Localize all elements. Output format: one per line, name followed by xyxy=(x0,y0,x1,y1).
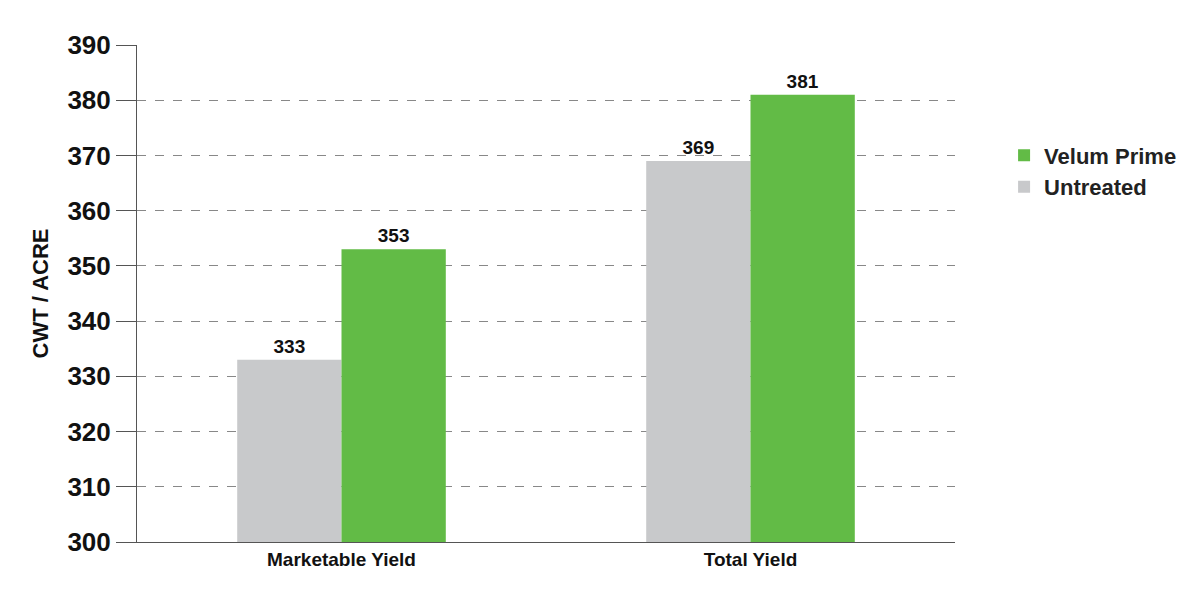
svg-text:310: 310 xyxy=(67,472,110,502)
svg-text:333: 333 xyxy=(274,336,306,357)
svg-text:Marketable Yield: Marketable Yield xyxy=(267,549,416,570)
svg-text:369: 369 xyxy=(683,137,715,158)
svg-text:330: 330 xyxy=(67,361,110,391)
svg-text:360: 360 xyxy=(67,196,110,226)
svg-text:350: 350 xyxy=(67,251,110,281)
svg-text:353: 353 xyxy=(378,225,410,246)
svg-text:370: 370 xyxy=(67,141,110,171)
svg-text:Untreated: Untreated xyxy=(1044,175,1147,200)
svg-text:380: 380 xyxy=(67,85,110,115)
svg-text:Velum Prime: Velum Prime xyxy=(1044,144,1176,169)
svg-text:320: 320 xyxy=(67,417,110,447)
svg-text:381: 381 xyxy=(787,71,819,92)
svg-text:Total Yield: Total Yield xyxy=(704,549,798,570)
svg-text:390: 390 xyxy=(67,30,110,60)
svg-text:300: 300 xyxy=(67,527,110,557)
svg-text:340: 340 xyxy=(67,306,110,336)
svg-text:CWT / ACRE: CWT / ACRE xyxy=(28,229,53,359)
